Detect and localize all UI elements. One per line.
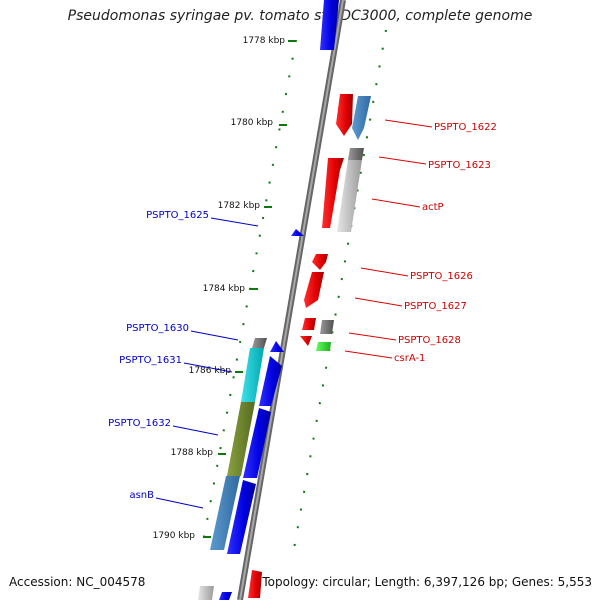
gene-feature-pspto-1628-red[interactable] [302, 318, 316, 330]
gene-label-pspto-1631[interactable]: PSPTO_1631 [119, 355, 182, 366]
gene-feature-bottom-blue[interactable] [219, 592, 232, 600]
gene-label-pspto-1623[interactable]: PSPTO_1623 [428, 160, 491, 171]
forward-labels [344, 119, 433, 359]
topology-text: Topology: circular; Length: 6,397,126 bp… [262, 575, 592, 589]
gene-label-pspto-1622[interactable]: PSPTO_1622 [434, 122, 497, 133]
tick-1778: 1778 kbp [243, 36, 296, 46]
tick-1784: 1784 kbp [203, 284, 258, 294]
tick-label: 1780 kbp [231, 118, 274, 128]
tick-1780: 1780 kbp [231, 118, 287, 128]
gene-feature-pspto-1630[interactable] [252, 338, 267, 348]
gene-feature-csra-1[interactable] [316, 342, 331, 351]
tick-1786: 1786 kbp [189, 366, 243, 376]
tick-1782: 1782 kbp [218, 201, 272, 211]
tick-label: 1786 kbp [189, 366, 232, 376]
gene-label-asnb[interactable]: asnB [129, 490, 154, 501]
gene-feature-pspto-1631-cyan[interactable] [241, 348, 264, 402]
gene-feature-asnb-blue[interactable] [227, 480, 256, 554]
reverse-label-texts: PSPTO_1625 PSPTO_1630 PSPTO_1631 PSPTO_1… [108, 210, 209, 501]
tick-label: 1778 kbp [243, 36, 286, 46]
gene-feature-pspto-1631-blue[interactable] [259, 356, 282, 406]
gene-feature-top-blue[interactable] [320, 0, 339, 50]
gene-feature-bottom-red[interactable] [248, 570, 262, 598]
gene-label-pspto-1632[interactable]: PSPTO_1632 [108, 418, 171, 429]
reverse-genes [198, 229, 304, 600]
gene-feature-bottom-silver[interactable] [198, 586, 214, 600]
gene-feature-asnb-steel[interactable] [210, 476, 240, 550]
tick-label: 1784 kbp [203, 284, 246, 294]
scale-ticks: 1778 kbp 1780 kbp 1782 kbp 1784 kbp 1786… [153, 36, 296, 541]
gene-label-pspto-1627[interactable]: PSPTO_1627 [404, 301, 467, 312]
tick-1790: 1790 kbp [153, 531, 211, 541]
gene-feature-actp-red[interactable] [322, 158, 344, 228]
tick-label: 1790 kbp [153, 531, 196, 541]
reverse-labels [155, 217, 259, 509]
tick-1788: 1788 kbp [171, 448, 226, 458]
genome-backbone [237, 0, 346, 600]
gene-feature-pspto-1632-olive[interactable] [227, 402, 255, 476]
gene-label-pspto-1628[interactable]: PSPTO_1628 [398, 335, 461, 346]
accession-text: Accession: NC_004578 [9, 575, 146, 589]
forward-genes [248, 0, 371, 598]
tick-label: 1782 kbp [218, 201, 261, 211]
gene-feature-pspto-1626[interactable] [312, 254, 328, 270]
gene-feature-pspto-1622-red[interactable] [336, 94, 353, 136]
map-title: Pseudomonas syringae pv. tomato str. DC3… [67, 8, 533, 24]
gene-label-csra-1[interactable]: csrA-1 [394, 353, 425, 364]
gene-label-pspto-1626[interactable]: PSPTO_1626 [410, 271, 473, 282]
gene-feature-pspto-1623-gray[interactable] [348, 148, 364, 160]
gene-feature-pspto-1627[interactable] [304, 272, 324, 308]
gene-label-pspto-1625[interactable]: PSPTO_1625 [146, 210, 209, 221]
gene-feature-pspto-1622-steel[interactable] [352, 96, 371, 140]
gene-feature-pspto-1625[interactable] [291, 229, 304, 236]
gene-feature-pspto-1628-gray[interactable] [320, 320, 334, 334]
gene-feature-pspto-1632-blue[interactable] [243, 408, 271, 478]
gene-feature-pspto-1630-arrow[interactable] [270, 341, 284, 352]
gene-label-actp[interactable]: actP [422, 202, 444, 213]
tick-label: 1788 kbp [171, 448, 214, 458]
gene-feature-pspto-1628-arrow[interactable] [300, 336, 312, 346]
gene-label-pspto-1630[interactable]: PSPTO_1630 [126, 323, 189, 334]
gene-feature-actp-silver[interactable] [337, 160, 362, 232]
forward-label-texts: PSPTO_1622 PSPTO_1623 actP PSPTO_1626 PS… [394, 122, 497, 364]
